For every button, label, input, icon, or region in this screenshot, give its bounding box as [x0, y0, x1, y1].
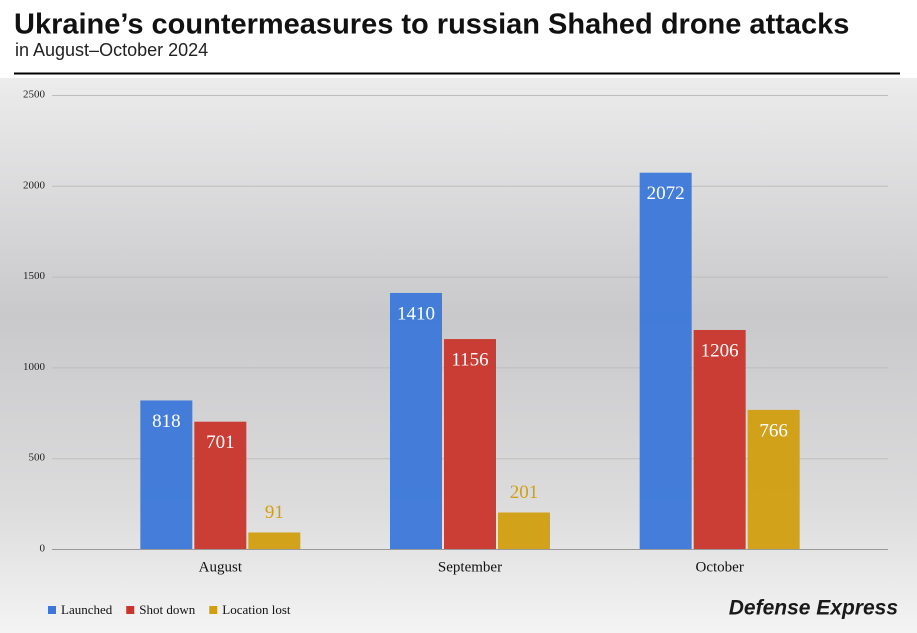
legend-swatch [48, 606, 56, 614]
data-label: 91 [265, 502, 284, 523]
y-tick-label: 0 [40, 543, 46, 555]
chart-title: Ukraine’s countermeasures to russian Sha… [14, 9, 849, 41]
legend-swatch [126, 606, 135, 614]
legend-swatch [209, 606, 218, 614]
bar [639, 172, 692, 549]
data-label: 1206 [701, 340, 739, 361]
bar [390, 292, 442, 549]
y-tick-label: 2500 [23, 89, 46, 101]
bar [140, 400, 193, 549]
data-label: 2072 [647, 183, 685, 204]
data-label: 701 [206, 432, 235, 453]
data-label: 818 [152, 411, 181, 432]
x-tick-label: October [696, 559, 744, 575]
y-tick-label: 2000 [23, 179, 46, 191]
bar [194, 421, 247, 549]
legend-label: Launched [61, 602, 113, 617]
data-label: 1156 [451, 349, 488, 370]
y-tick-label: 1500 [23, 270, 46, 282]
y-tick-label: 1000 [23, 361, 46, 373]
x-tick-label: September [438, 559, 502, 575]
bar [444, 339, 496, 549]
legend-label: Shot down [139, 602, 195, 617]
bar [747, 409, 800, 549]
bar [693, 329, 746, 549]
data-label: 766 [759, 420, 788, 441]
data-label: 1410 [397, 303, 435, 324]
bar [498, 512, 550, 549]
legend-label: Location lost [222, 602, 291, 617]
bar [248, 532, 301, 549]
y-tick-label: 500 [29, 452, 46, 464]
source-brand: Defense Express [729, 597, 898, 620]
chart-subtitle: in August–October 2024 [15, 40, 208, 60]
x-tick-label: August [199, 559, 243, 575]
data-label: 201 [510, 482, 539, 503]
header-background [0, 0, 917, 78]
